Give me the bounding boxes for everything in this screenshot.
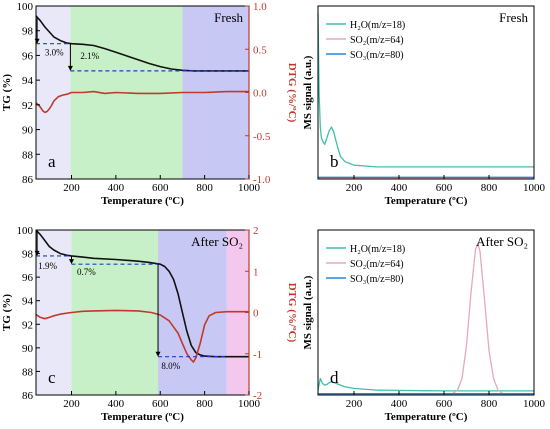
y2-axis-label: DTG (%/ºC) <box>286 63 298 123</box>
x-tick-label: 800 <box>481 182 498 194</box>
x-tick-label: 400 <box>108 398 125 410</box>
weight-loss-label: 1.9% <box>38 261 57 271</box>
x-tick-label: 600 <box>436 182 453 194</box>
y2-tick-label: 0.0 <box>253 88 267 100</box>
panel-b: 200 400 600 800 1000 Temperature (ºC) MS signa… <box>302 5 546 207</box>
panel-tag: After SO₂ <box>191 234 243 249</box>
x-tick-label: 600 <box>152 182 169 194</box>
x-axis-label: Temperature (ºC) <box>101 195 184 207</box>
y-tick-label: 100 <box>17 1 34 13</box>
y2-tick-label: -0.5 <box>253 131 271 143</box>
x-tick-label: 400 <box>391 182 408 194</box>
y2-tick-label: -1 <box>253 349 262 361</box>
x-tick-label: 800 <box>196 182 213 194</box>
legend-entry: H₂O(m/z=18) <box>350 20 405 31</box>
y-axis-label: TG (%) <box>1 294 13 331</box>
weight-loss-label: 8.0% <box>161 361 180 371</box>
y-tick-label: 98 <box>22 249 34 261</box>
y2-tick-label: 0.5 <box>253 44 267 56</box>
x-tick-label: 1000 <box>238 398 261 410</box>
y-axis-label: MS signal (a.u.) <box>302 55 314 129</box>
y2-axis-label: DTG (%/ºC) <box>286 283 298 343</box>
legend-entry: SO₃(m/z=80) <box>350 274 404 285</box>
panel-letter: a <box>48 152 56 171</box>
x-tick-label: 200 <box>63 182 80 194</box>
y-tick-label: 90 <box>22 343 34 355</box>
dtg-line <box>35 309 249 363</box>
arrow-head-icon <box>67 65 73 71</box>
legend-entry: SO₂(m/z=64) <box>350 35 404 46</box>
y-tick-label: 98 <box>22 26 34 38</box>
x-tick-label: 1000 <box>523 398 546 410</box>
y-tick-label: 90 <box>22 125 34 137</box>
plot-frame <box>317 5 535 180</box>
y-axis-label: MS signal (a.u.) <box>302 275 314 349</box>
x-tick-label: 400 <box>391 398 408 410</box>
weight-loss-label: 2.1% <box>80 51 99 61</box>
panel-letter: d <box>330 368 339 387</box>
panel-d: 200 400 600 800 1000 Temperature (ºC) MS signa… <box>302 229 546 423</box>
weight-loss-label: 3.0% <box>45 47 64 57</box>
panel-a: 3.0% 2.1% 200 400 600 800 1000 86 88 90 92 94 96 98 10… <box>1 1 298 207</box>
panel-c: 1.9%0.7%8.0%200 400 600 800 1000868890929496… <box>1 225 298 423</box>
x-axis-label: Temperature (ºC) <box>385 411 468 423</box>
arrow-head-icon <box>69 259 74 265</box>
y-tick-label: 92 <box>22 319 33 331</box>
x-tick-label: 200 <box>346 398 363 410</box>
x-tick-label: 600 <box>152 398 169 410</box>
y-tick-label: 96 <box>22 50 34 62</box>
y-tick-label: 86 <box>22 174 34 186</box>
x-tick-label: 200 <box>63 398 80 410</box>
y-tick-label: 100 <box>17 225 34 237</box>
y2-tick-label: 0 <box>253 308 259 320</box>
temperature-region <box>36 230 72 395</box>
x-tick-label: 200 <box>346 182 363 194</box>
y2-tick-label: 2 <box>253 225 259 237</box>
panel-tag: Fresh <box>214 10 243 25</box>
x-tick-label: 400 <box>108 182 125 194</box>
ms-series-line <box>317 12 534 168</box>
y2-tick-label: 1 <box>253 266 259 278</box>
legend-entry: SO₂(m/z=64) <box>350 259 404 270</box>
panel-tag: After SO₂ <box>476 234 528 249</box>
temperature-region <box>36 6 71 179</box>
panel-letter: c <box>48 368 56 387</box>
x-tick-label: 1000 <box>523 182 546 194</box>
y-tick-label: 94 <box>22 75 34 87</box>
x-tick-label: 1000 <box>238 182 261 194</box>
weight-loss-label: 0.7% <box>77 267 96 277</box>
panel-letter: b <box>330 152 339 171</box>
y2-tick-label: -2 <box>253 390 262 402</box>
y2-tick-label: 1.0 <box>253 1 267 13</box>
y-tick-label: 96 <box>22 272 34 284</box>
y-axis-label: TG (%) <box>1 74 13 111</box>
y-tick-label: 88 <box>22 366 34 378</box>
x-tick-label: 800 <box>196 398 213 410</box>
legend-entry: H₂O(m/z=18) <box>350 244 405 255</box>
tg-line <box>35 229 249 358</box>
tg-line <box>35 15 249 72</box>
ms-series-line <box>317 377 534 392</box>
x-tick-label: 600 <box>436 398 453 410</box>
x-axis-label: Temperature (ºC) <box>385 195 468 207</box>
x-tick-label: 800 <box>481 398 498 410</box>
y-tick-label: 92 <box>22 100 33 112</box>
arrow-head-icon <box>155 351 161 357</box>
y-tick-label: 86 <box>22 390 34 402</box>
plot-frame <box>317 229 535 396</box>
panel-tag: Fresh <box>499 10 528 25</box>
legend-entry: SO₃(m/z=80) <box>350 50 404 61</box>
y-tick-label: 94 <box>22 296 34 308</box>
dtg-line <box>35 90 249 114</box>
y2-tick-label: -1.0 <box>253 174 271 186</box>
x-axis-label: Temperature (ºC) <box>101 411 184 423</box>
y-tick-label: 88 <box>22 149 34 161</box>
